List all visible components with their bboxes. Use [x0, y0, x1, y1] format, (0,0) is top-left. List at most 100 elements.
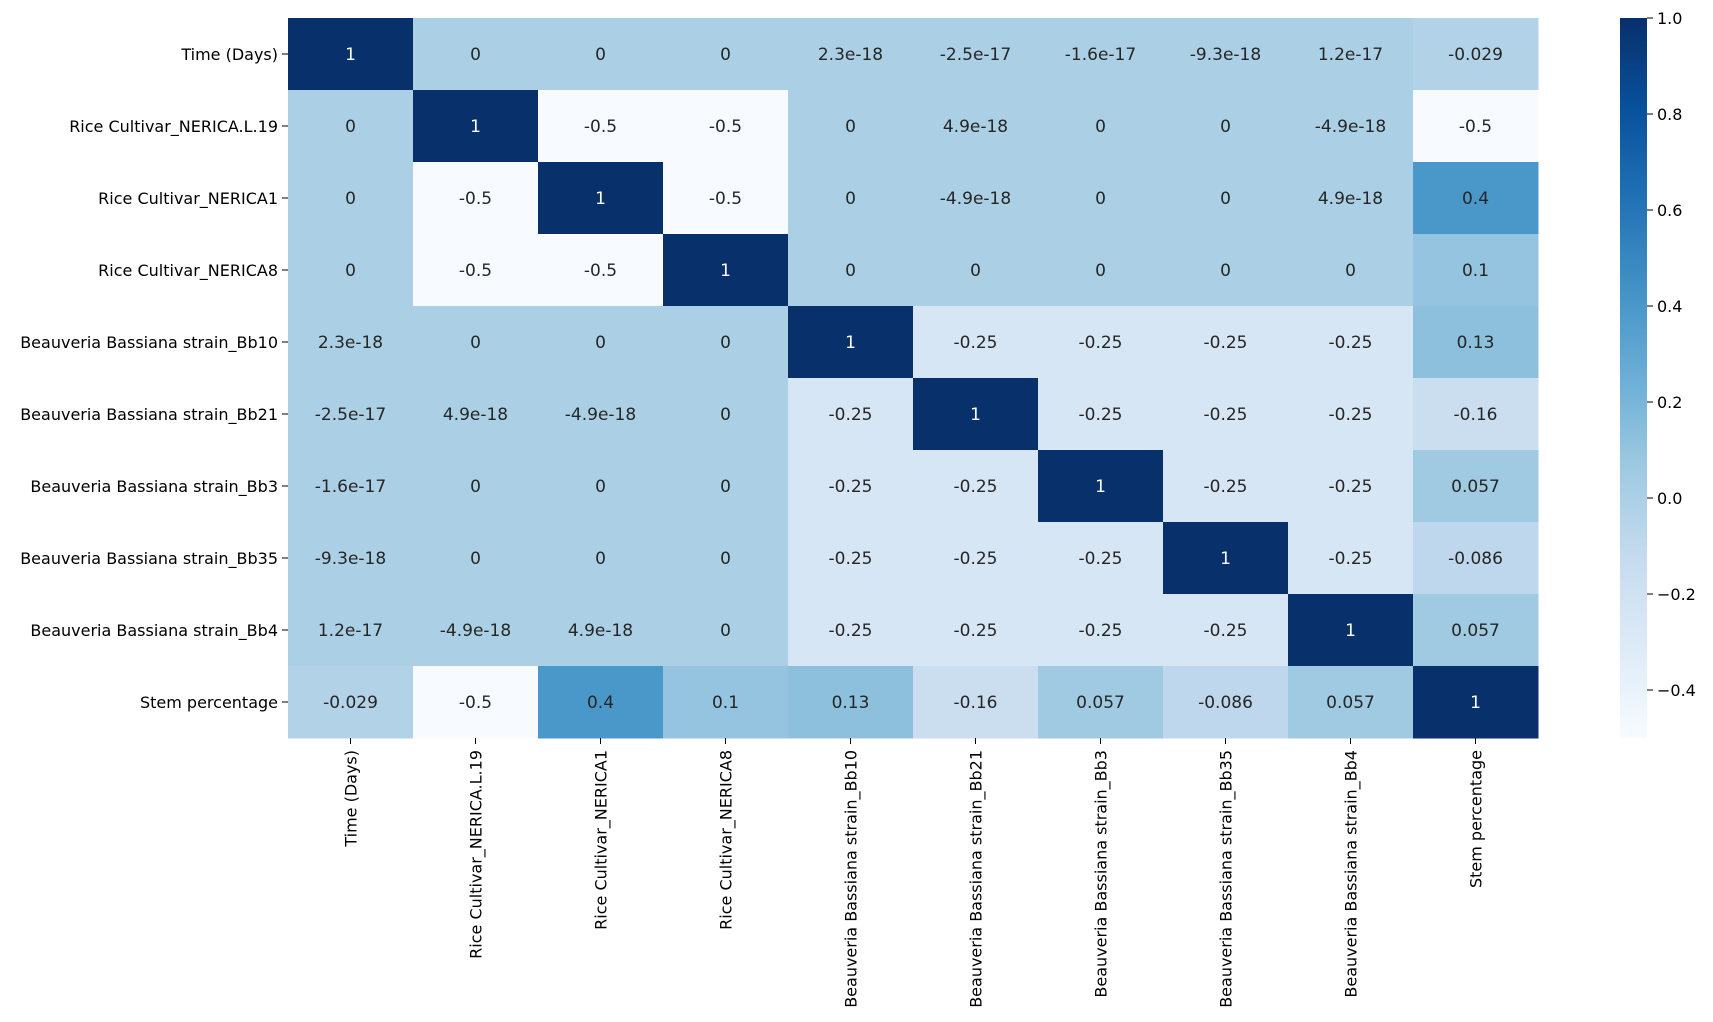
cell-value-label: -4.9e-18: [440, 621, 511, 641]
cell-value-label: 0: [1095, 261, 1106, 281]
heatmap-cell: [1288, 378, 1414, 451]
column-label: Beauveria Bassiana strain_Bb4: [1342, 750, 1362, 998]
cell-value-label: -9.3e-18: [315, 549, 386, 569]
cell-value-label: -0.25: [1204, 333, 1248, 353]
cell-value-label: 0: [845, 261, 856, 281]
heatmap-cell: [413, 306, 539, 379]
cell-value-label: 0.057: [1076, 693, 1125, 713]
heatmap-cell: [1038, 18, 1164, 91]
heatmap-cell: [413, 666, 539, 739]
heatmap-cell: [913, 90, 1039, 163]
heatmap-cell: [538, 162, 664, 235]
cell-value-label: 1: [595, 189, 606, 209]
cell-value-label: -4.9e-18: [940, 189, 1011, 209]
cell-value-label: -0.25: [1204, 405, 1248, 425]
heatmap-cell: [538, 18, 664, 91]
cell-value-label: 1: [470, 117, 481, 137]
cell-value-label: 0: [345, 117, 356, 137]
heatmap-cell: [788, 522, 914, 595]
heatmap-cell: [413, 450, 539, 523]
heatmap-cell: [1038, 450, 1164, 523]
heatmap-cell: [1038, 90, 1164, 163]
cell-value-label: 0: [1220, 189, 1231, 209]
cell-value-label: 0: [845, 189, 856, 209]
cell-value-label: -0.25: [829, 621, 873, 641]
heatmap-cell: [538, 234, 664, 307]
cell-value-label: -0.5: [584, 261, 617, 281]
heatmap-cell: [288, 90, 414, 163]
heatmap-cell: [288, 18, 414, 91]
colorbar-tick-label: 0.4: [1657, 297, 1682, 316]
cell-value-label: 1.2e-17: [1318, 45, 1383, 65]
heatmap-cell: [663, 666, 789, 739]
heatmap-cell: [1163, 18, 1289, 91]
cell-value-label: -0.25: [1079, 549, 1123, 569]
heatmap-cell: [1163, 666, 1289, 739]
heatmap-cell: [413, 18, 539, 91]
cell-value-label: 0.057: [1326, 693, 1375, 713]
column-label: Rice Cultivar_NERICA8: [717, 750, 737, 930]
cell-value-label: -0.16: [1454, 405, 1498, 425]
cell-value-label: -0.5: [709, 117, 742, 137]
heatmap-cell: [1163, 450, 1289, 523]
cell-value-label: 0: [1095, 189, 1106, 209]
cell-value-label: 0.1: [1462, 261, 1489, 281]
heatmap-cell: [1413, 162, 1539, 235]
heatmap-cell: [1413, 306, 1539, 379]
cell-value-label: 0: [470, 333, 481, 353]
heatmap-cell: [288, 378, 414, 451]
cell-value-label: 0: [970, 261, 981, 281]
heatmap-cell: [663, 162, 789, 235]
cell-value-label: 2.3e-18: [818, 45, 883, 65]
cell-value-label: 0: [345, 261, 356, 281]
heatmap-cell: [288, 594, 414, 667]
cell-value-label: 0: [720, 477, 731, 497]
heatmap-cell: [1038, 306, 1164, 379]
cell-value-label: 4.9e-18: [943, 117, 1008, 137]
heatmap-cell: [788, 306, 914, 379]
heatmap-cell: [1163, 378, 1289, 451]
cell-value-label: -2.5e-17: [940, 45, 1011, 65]
heatmap-cell: [1288, 450, 1414, 523]
heatmap-cell: [1288, 234, 1414, 307]
cell-value-label: 0.057: [1451, 621, 1500, 641]
cell-value-label: 0: [720, 405, 731, 425]
cell-value-label: -9.3e-18: [1190, 45, 1261, 65]
cell-value-label: -4.9e-18: [565, 405, 636, 425]
row-label: Beauveria Bassiana strain_Bb10: [20, 333, 278, 353]
heatmap-cell: [538, 306, 664, 379]
heatmap-cell: [663, 306, 789, 379]
cell-value-label: -0.5: [1459, 117, 1492, 137]
cell-value-label: 0: [1220, 261, 1231, 281]
cell-value-label: -0.25: [1329, 333, 1373, 353]
cell-value-label: 0: [595, 45, 606, 65]
heatmap-cell: [913, 234, 1039, 307]
heatmap-cell: [788, 162, 914, 235]
heatmap-cell: [913, 594, 1039, 667]
heatmap-cell: [913, 522, 1039, 595]
heatmap-cell: [663, 450, 789, 523]
cell-value-label: 1: [970, 405, 981, 425]
heatmap-cell: [413, 522, 539, 595]
heatmap-cell: [288, 162, 414, 235]
heatmap-cell: [288, 306, 414, 379]
heatmap-cell: [1288, 162, 1414, 235]
cell-value-label: -0.029: [1448, 45, 1503, 65]
cell-value-label: -0.25: [1079, 621, 1123, 641]
cell-value-label: -0.5: [584, 117, 617, 137]
heatmap-cell: [913, 666, 1039, 739]
heatmap-cell: [288, 450, 414, 523]
heatmap-cell: [663, 90, 789, 163]
cell-value-label: 0: [720, 333, 731, 353]
heatmap-cell: [1038, 162, 1164, 235]
heatmap-cell: [663, 594, 789, 667]
cell-value-label: 0: [720, 549, 731, 569]
cell-value-label: 0: [1220, 117, 1231, 137]
cell-value-label: 0: [470, 549, 481, 569]
cell-value-label: -0.086: [1448, 549, 1503, 569]
heatmap-cell: [1413, 378, 1539, 451]
colorbar-tick-label: 0.2: [1657, 393, 1682, 412]
row-label: Time (Days): [180, 45, 278, 64]
heatmap-cell: [1288, 522, 1414, 595]
heatmap-cell: [413, 594, 539, 667]
